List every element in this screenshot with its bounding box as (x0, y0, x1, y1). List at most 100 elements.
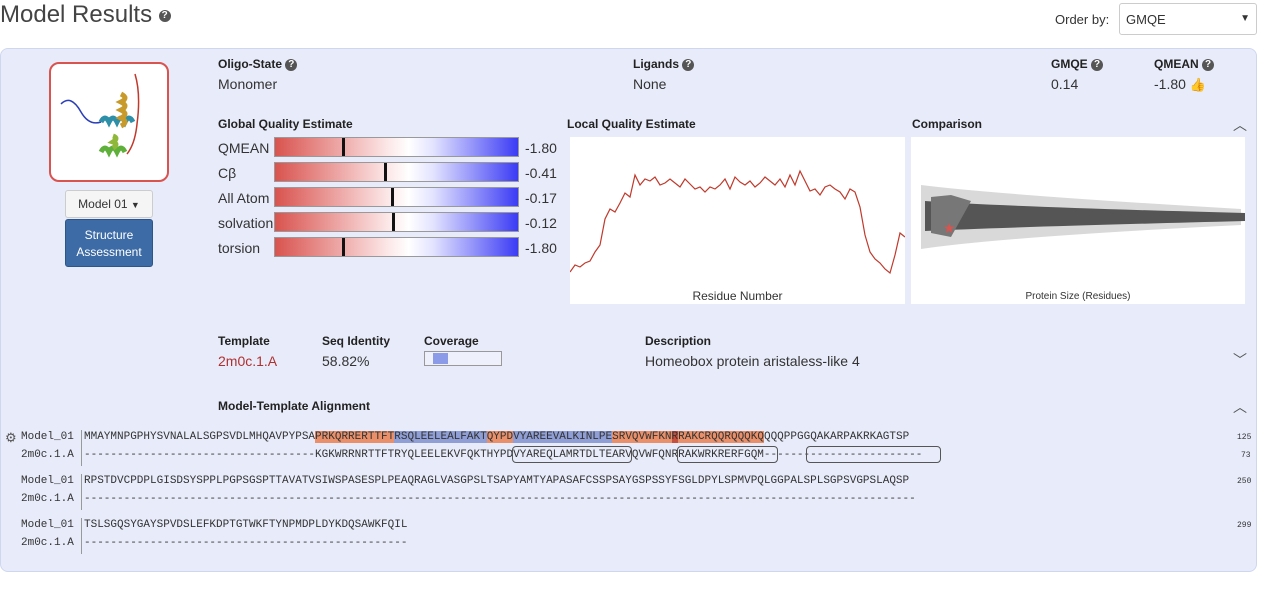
coverage-fill (433, 353, 448, 364)
aln-divider (81, 518, 82, 554)
aln-seq-segment: SRVQVWFKN (612, 431, 672, 443)
aln-template-name: 2m0c.1.A (21, 537, 74, 549)
aln-model-name: Model_01 (21, 519, 74, 531)
description-label: Description (645, 334, 712, 348)
gqe-title: Global Quality Estimate (218, 117, 353, 131)
ligands-value: None (633, 76, 667, 92)
help-icon[interactable]: ? (1091, 58, 1104, 71)
aln-seq-segment: RAKCRQQRQQQKQ (678, 431, 764, 443)
expand-chevron-down-icon[interactable]: ﹀ (1233, 352, 1247, 368)
gqe-row-label: Cβ (218, 165, 237, 181)
gqe-bar (274, 212, 519, 232)
seq-identity-value: 58.82% (322, 353, 370, 369)
gqe-row-value: -0.17 (525, 190, 557, 206)
gqe-score-marker (342, 138, 345, 156)
aln-template-seq: ----------------------------------------… (84, 493, 916, 505)
aln-divider (81, 474, 82, 510)
coverage-label: Coverage (424, 334, 479, 348)
gqe-bar (274, 237, 519, 257)
gqe-row-value: -1.80 (525, 140, 557, 156)
model-selector-label: Model 01 (78, 197, 128, 211)
gqe-row-label: All Atom (218, 190, 270, 206)
aln-template-end: 73 (1241, 451, 1251, 460)
gqe-score-marker (384, 163, 387, 181)
aln-template-seq: -----------------------------------KGKWR… (84, 449, 923, 461)
oligo-state-label: Oligo-State ? (218, 57, 298, 71)
alignment-title: Model-Template Alignment (218, 399, 371, 413)
aln-model-seq: TSLSGQSYGAYSPVDSLEFKDPTGTWKFTYNPMDPLDYKD… (84, 519, 408, 531)
gqe-score-marker (391, 188, 394, 206)
gear-icon[interactable]: ⚙ (5, 430, 17, 445)
aln-seq-segment: PRKQRRERTTFT (315, 431, 395, 443)
gqe-row-label: solvation (218, 215, 274, 231)
protein-structure-image (60, 73, 140, 158)
gmqe-label: GMQE ? (1051, 57, 1104, 71)
aln-seq-segment: RSQLEELEALFAKT (394, 431, 487, 443)
helix-box (512, 446, 632, 463)
caret-down-icon: ▼ (130, 200, 140, 210)
gqe-row-label: torsion (218, 240, 261, 256)
aln-divider (81, 430, 82, 466)
order-by-select[interactable]: GMQE ▼ (1119, 3, 1257, 35)
aln-template-name: 2m0c.1.A (21, 493, 74, 505)
aln-model-end: 250 (1237, 477, 1252, 486)
help-icon[interactable]: ? (285, 58, 298, 71)
model-thumbnail[interactable] (49, 62, 169, 182)
ligands-label-text: Ligands (633, 57, 680, 71)
help-icon[interactable]: ? (682, 58, 695, 71)
helix-box (806, 446, 941, 463)
comparison-xlabel: Protein Size (Residues) (1025, 291, 1131, 302)
gqe-row-value: -1.80 (525, 240, 557, 256)
structure-assessment-label-1: Structure (84, 228, 134, 242)
ligands-label: Ligands ? (633, 57, 695, 71)
comparison-title: Comparison (912, 117, 983, 131)
oligo-state-value: Monomer (218, 76, 278, 92)
template-label: Template (218, 334, 270, 348)
aln-template-seq: ----------------------------------------… (84, 537, 408, 549)
page-title: Model Results ? (0, 0, 171, 30)
oligo-state-label-text: Oligo-State (218, 57, 283, 71)
help-icon[interactable]: ? (1202, 58, 1215, 71)
model-panel (0, 48, 1257, 572)
help-icon[interactable]: ? (158, 9, 171, 22)
description-value: Homeobox protein aristaless-like 4 (645, 353, 860, 369)
gqe-score-marker (342, 238, 345, 256)
aln-model-seq: MMAYMNPGPHYSVNALALSGPSVDLMHQAVPYPSAPRKQR… (84, 431, 909, 443)
aln-seq-segment: R (671, 431, 679, 443)
aln-seq-segment: VYAREEVALKINLPE (513, 431, 613, 443)
structure-assessment-button[interactable]: Structure Assessment (65, 219, 153, 267)
aln-model-name: Model_01 (21, 431, 74, 443)
gqe-bar (274, 137, 519, 157)
page-title-text: Model Results (0, 1, 153, 28)
qmean-value-text: -1.80 (1154, 76, 1186, 92)
lqe-xlabel: Residue Number (692, 289, 783, 303)
aln-template-name: 2m0c.1.A (21, 449, 74, 461)
gqe-row-label: QMEAN (218, 140, 270, 156)
aln-seq-segment: QQQPPGGQAKARPAKRKAGTSP (763, 431, 910, 443)
order-by-label: Order by: (1055, 12, 1110, 27)
aln-model-end: 125 (1237, 433, 1252, 442)
aln-model-name: Model_01 (21, 475, 74, 487)
lqe-line-chart (569, 169, 906, 275)
helix-box (677, 446, 778, 463)
chevron-down-icon: ▼ (1240, 13, 1250, 24)
collapse-chevron-up-icon[interactable]: ︿ (1233, 399, 1247, 415)
gqe-score-marker (392, 213, 395, 231)
gqe-row-value: -0.12 (525, 215, 557, 231)
aln-model-seq: RPSTDVCPDPLGISDSYSPPLPGPSGSPTTAVATVSIWSP… (84, 475, 910, 487)
seq-identity-label: Seq Identity (322, 334, 391, 348)
model-selector-button[interactable]: Model 01 ▼ (65, 190, 153, 218)
lqe-plot[interactable]: Residue Number (569, 137, 906, 304)
collapse-chevron-up-icon[interactable]: ︿ (1233, 117, 1247, 133)
order-by-value: GMQE (1126, 12, 1166, 27)
comparison-scatter-chart: ★ (921, 185, 1245, 249)
aln-seq-segment: QYPD (486, 431, 514, 443)
gqe-row-value: -0.41 (525, 165, 557, 181)
gqe-bar (274, 162, 519, 182)
comparison-plot[interactable]: ★ Protein Size (Residues) (911, 137, 1245, 304)
qmean-label-text: QMEAN (1154, 57, 1199, 71)
qmean-label: QMEAN ? (1154, 57, 1215, 71)
template-link[interactable]: 2m0c.1.A (218, 353, 278, 369)
structure-assessment-label-2: Assessment (76, 245, 142, 259)
gmqe-label-text: GMQE (1051, 57, 1088, 71)
